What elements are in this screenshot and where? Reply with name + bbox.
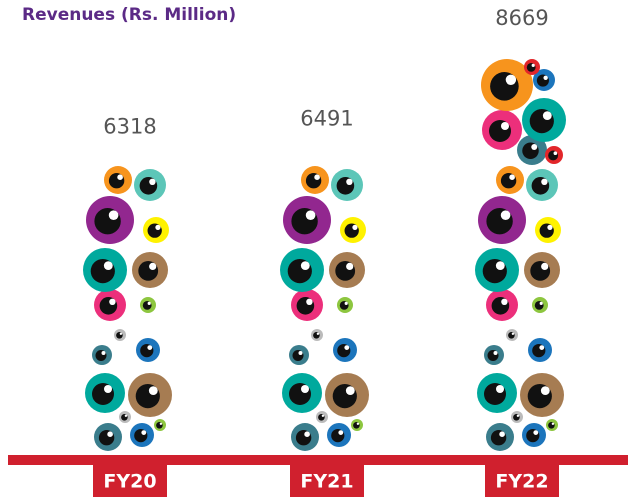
highlight (155, 224, 161, 230)
highlight (117, 174, 123, 180)
highlight (159, 422, 163, 425)
category-box (485, 465, 559, 497)
highlight (338, 430, 344, 435)
category-label: FY22 (495, 471, 548, 493)
highlight (509, 174, 515, 180)
highlight (321, 414, 325, 417)
highlight (533, 430, 539, 435)
highlight (344, 301, 348, 305)
highlight (496, 385, 504, 393)
highlight (104, 385, 112, 393)
chart-title: Revenues (Rs. Million) (22, 5, 236, 25)
highlight (493, 351, 498, 355)
highlight (345, 386, 355, 395)
highlight (147, 345, 153, 350)
highlight (505, 74, 517, 86)
highlight (516, 414, 520, 417)
highlight (314, 174, 320, 180)
highlight (501, 298, 508, 305)
highlight (141, 430, 147, 435)
highlight (304, 431, 310, 438)
highlight (539, 301, 543, 305)
highlight (501, 122, 509, 130)
highlight (542, 111, 552, 120)
highlight (300, 261, 310, 270)
highlight (346, 178, 353, 185)
highlight (531, 63, 535, 67)
highlight (553, 151, 558, 155)
highlight (298, 351, 303, 355)
eye-column (83, 166, 172, 451)
highlight (540, 386, 550, 395)
highlight (305, 210, 316, 220)
highlight (511, 332, 515, 335)
highlight (344, 345, 350, 350)
highlight (495, 261, 505, 270)
eye-column (475, 59, 566, 451)
highlight (316, 332, 320, 335)
highlight (148, 386, 158, 395)
category-label: FY21 (300, 471, 353, 493)
baseline (8, 455, 628, 465)
highlight (551, 422, 555, 425)
value-label: 8669 (495, 6, 548, 30)
category-box (290, 465, 364, 497)
highlight (547, 224, 553, 230)
highlight (149, 262, 157, 270)
highlight (109, 298, 116, 305)
highlight (356, 422, 360, 425)
highlight (107, 431, 113, 438)
highlight (306, 298, 313, 305)
value-label: 6491 (300, 106, 353, 130)
highlight (541, 178, 548, 185)
category-label: FY20 (103, 471, 156, 493)
highlight (531, 144, 538, 150)
highlight (101, 351, 106, 355)
highlight (500, 210, 511, 220)
highlight (119, 332, 123, 335)
eye-column (280, 166, 369, 451)
highlight (301, 385, 309, 393)
highlight (352, 224, 358, 230)
highlight (543, 75, 548, 81)
highlight (103, 261, 113, 270)
highlight (539, 345, 545, 350)
highlight (499, 431, 505, 438)
category-box (93, 465, 167, 497)
highlight (149, 178, 156, 185)
highlight (124, 414, 128, 417)
value-label: 6318 (103, 114, 156, 138)
highlight (147, 301, 151, 305)
highlight (541, 262, 549, 270)
highlight (346, 262, 354, 270)
highlight (108, 210, 119, 220)
